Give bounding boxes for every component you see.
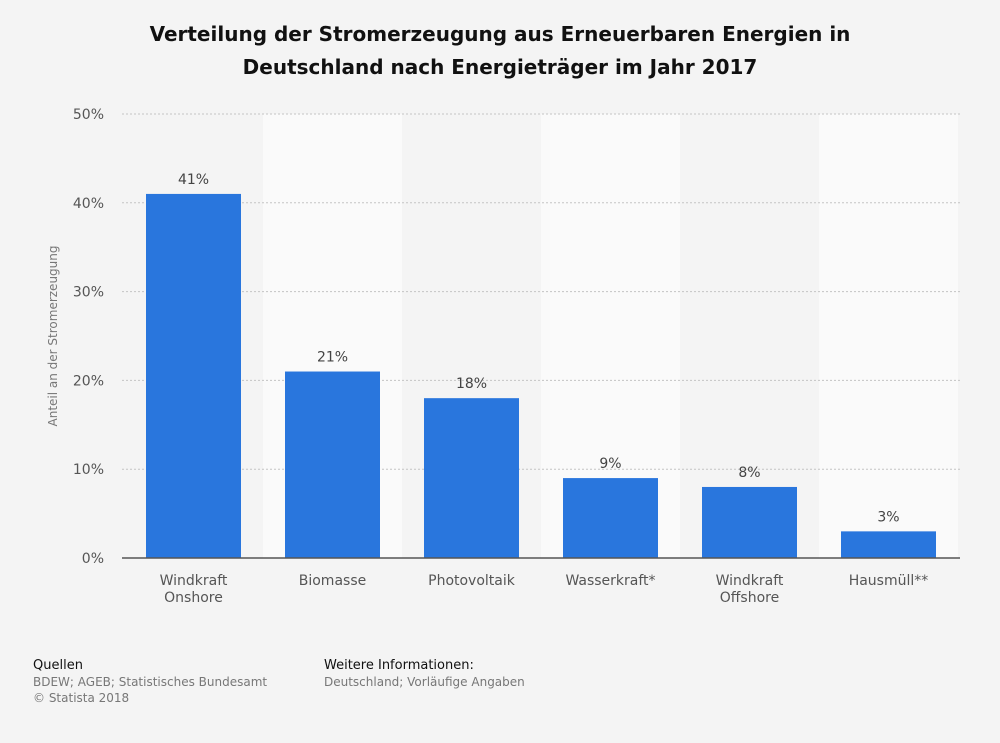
info-heading: Weitere Informationen: xyxy=(324,658,474,673)
info-block: Weitere Informationen: Deutschland; Vorl… xyxy=(324,657,525,690)
bar xyxy=(424,398,519,558)
data-label: 41% xyxy=(178,172,209,188)
y-axis-ticks: 0% 10% 20% 30% 40% 50% xyxy=(73,107,104,567)
y-tick-label: 20% xyxy=(73,373,104,389)
sources-block: Quellen BDEW; AGEB; Statistisches Bundes… xyxy=(33,657,267,706)
y-axis-title: Anteil an der Stromerzeugung xyxy=(46,246,60,427)
x-tick-label: Hausmüll** xyxy=(849,573,929,589)
y-tick-label: 30% xyxy=(73,285,104,301)
bars xyxy=(146,193,936,559)
data-labels: 41% 21% 18% 9% 8% 3% xyxy=(178,172,900,525)
x-tick-label: Biomasse xyxy=(299,573,366,589)
category-band xyxy=(819,114,958,558)
bar xyxy=(563,478,658,558)
sources-text: BDEW; AGEB; Statistisches Bundesamt xyxy=(33,675,268,689)
y-tick-label: 10% xyxy=(73,462,104,478)
data-label: 3% xyxy=(877,509,899,525)
x-tick-label: Wasserkraft* xyxy=(565,573,655,589)
copyright-text: © Statista 2018 xyxy=(33,691,130,705)
chart-title: Verteilung der Stromerzeugung aus Erneue… xyxy=(100,18,900,84)
bar xyxy=(702,486,797,558)
bar xyxy=(146,193,241,559)
data-label: 21% xyxy=(317,350,348,366)
x-tick-label: Onshore xyxy=(164,590,223,606)
y-tick-label: 0% xyxy=(82,551,104,567)
x-tick-label: Offshore xyxy=(720,590,779,606)
x-tick-label: Windkraft xyxy=(716,573,784,589)
x-tick-label: Photovoltaik xyxy=(428,573,516,589)
sources-heading: Quellen xyxy=(33,658,83,673)
chart-title-line-2: Deutschland nach Energieträger im Jahr 2… xyxy=(242,55,758,79)
bar xyxy=(285,371,380,558)
y-tick-label: 50% xyxy=(73,107,104,123)
y-tick-label: 40% xyxy=(73,196,104,212)
data-label: 9% xyxy=(599,456,621,472)
info-text: Deutschland; Vorläufige Angaben xyxy=(324,675,525,689)
bar xyxy=(841,531,936,558)
data-label: 18% xyxy=(456,376,487,392)
data-label: 8% xyxy=(738,465,760,481)
chart-title-line-1: Verteilung der Stromerzeugung aus Erneue… xyxy=(149,22,851,46)
x-tick-label: Windkraft xyxy=(160,573,228,589)
